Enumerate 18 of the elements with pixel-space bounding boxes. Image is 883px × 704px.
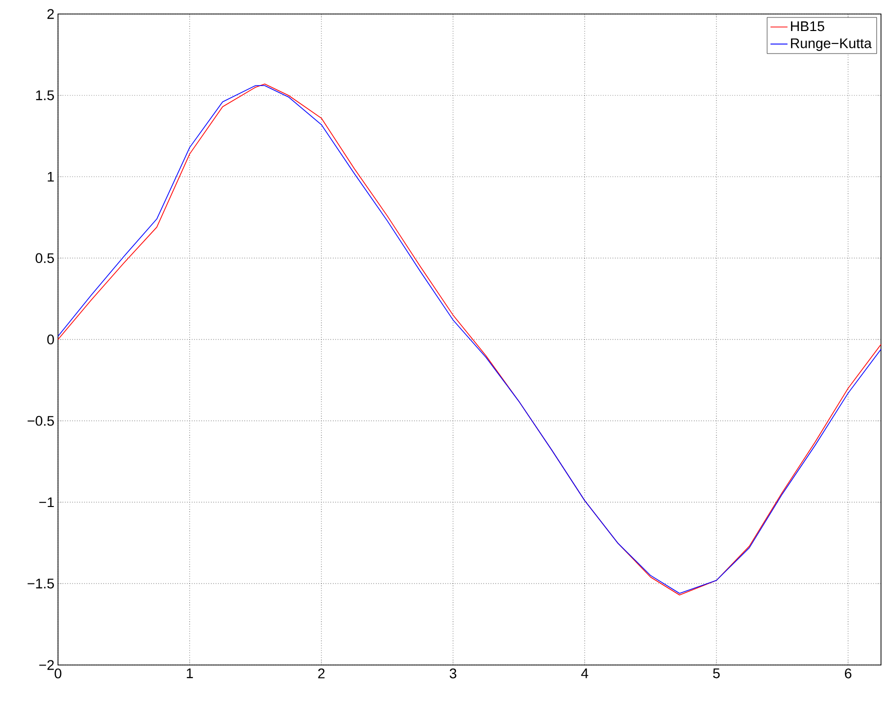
y-tick-label: 0.5 bbox=[36, 253, 54, 264]
x-tick-label: 3 bbox=[450, 668, 456, 678]
y-tick-label: −1.5 bbox=[28, 578, 54, 588]
x-tick-label: 5 bbox=[713, 668, 720, 678]
x-tick-label: 2 bbox=[318, 668, 325, 678]
y-tick-label: 1.5 bbox=[36, 90, 54, 100]
legend-label: Runge−Kutta bbox=[791, 38, 872, 51]
x-tick-label: 4 bbox=[581, 668, 588, 678]
y-tick-label: 0 bbox=[47, 334, 54, 344]
y-tick-label: 1 bbox=[48, 172, 54, 182]
y-tick-label: −0.5 bbox=[28, 416, 54, 426]
y-tick-label: −1 bbox=[39, 497, 54, 508]
x-tick-label: 0 bbox=[54, 668, 62, 678]
x-tick-label: 6 bbox=[844, 668, 852, 678]
legend-label: HB15 bbox=[791, 21, 824, 32]
x-tick-label: 1 bbox=[186, 668, 193, 678]
y-tick-label: 2 bbox=[47, 9, 54, 19]
y-tick-label: −2 bbox=[39, 660, 54, 670]
